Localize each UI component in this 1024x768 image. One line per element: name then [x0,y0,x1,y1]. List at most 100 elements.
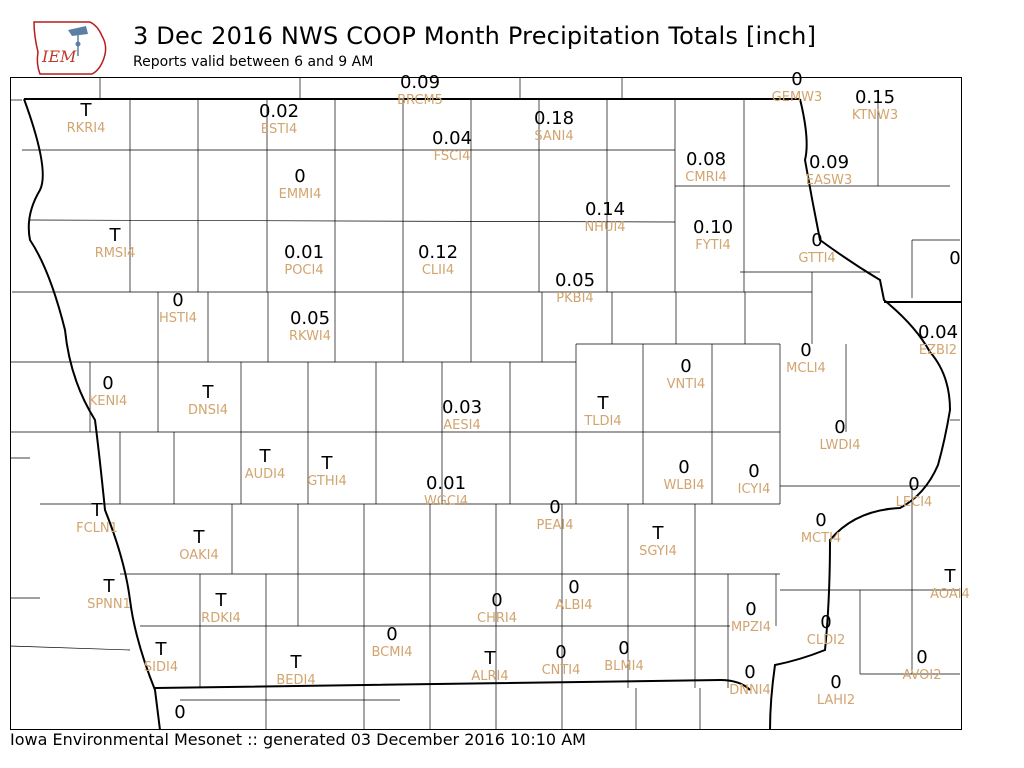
precip-value: 0 [102,373,113,394]
precip-value: T [91,500,104,521]
precip-value: 0.01 [426,473,466,494]
precip-value: 0.05 [290,308,330,329]
precip-value: 0.09 [400,72,440,93]
precip-value: 0 [549,497,560,518]
station-id: CNTI4 [542,663,581,678]
station-id: RKWI4 [289,329,331,344]
precip-value: T [597,393,610,414]
precip-value: 0 [748,461,759,482]
precip-value: T [944,566,957,587]
station-id: OAKI4 [179,548,219,563]
station-id: RDKI4 [201,611,241,626]
station-id: BRCM5 [397,93,443,108]
precip-value: 0 [568,577,579,598]
precip-value: T [215,590,228,611]
precip-value: 0.04 [918,322,958,343]
station-id: RKRI4 [67,121,106,136]
map-subtitle: Reports valid between 6 and 9 AM [133,54,374,70]
precip-value: 0.01 [284,242,324,263]
station-id: AUDI4 [245,467,286,482]
precip-value: T [193,527,206,548]
station-id: ALBI4 [555,598,592,613]
station-id: KTNW3 [852,108,898,123]
station-id: BCMI4 [371,645,412,660]
precip-value: 0 [800,340,811,361]
station-id: LWDI4 [819,438,860,453]
precip-value: 0 [949,248,960,269]
iem-logo: IEM [33,21,107,75]
station-id: AVOI2 [902,668,941,683]
precip-value: 0.04 [432,128,472,149]
precip-value: 0 [820,612,831,633]
map-footer: Iowa Environmental Mesonet :: generated … [10,730,586,749]
station-id: SANI4 [534,129,573,144]
station-id: EASW3 [806,173,852,188]
precip-value: 0.03 [442,397,482,418]
precip-value: T [484,648,497,669]
precip-value: 0 [811,230,822,251]
precip-value: 0 [678,457,689,478]
precip-value: 0 [491,590,502,611]
precip-value: 0 [834,417,845,438]
station-id: ESTI4 [261,122,298,137]
precip-value: 0.14 [585,199,625,220]
precip-value: 0 [386,624,397,645]
precip-value: 0.12 [418,242,458,263]
station-id: TLDI4 [583,414,621,429]
precip-value: T [155,639,168,660]
precip-value: 0.10 [693,217,733,238]
station-id: CLDI2 [807,633,845,648]
precip-value: 0 [830,672,841,693]
station-id: ALRI4 [471,669,508,684]
station-id: CMRI4 [685,170,726,185]
precip-value: 0 [916,647,927,668]
precip-value: T [259,446,272,467]
precip-value: 0 [618,638,629,659]
station-id: LAHI2 [817,693,855,708]
precip-value: T [109,225,122,246]
precip-value: 0 [745,599,756,620]
station-id: DNNI4 [729,683,771,698]
map-title: 3 Dec 2016 NWS COOP Month Precipitation … [133,22,817,50]
station-id: WLBI4 [663,478,704,493]
precip-value: 0.02 [259,101,299,122]
precip-value: 0 [791,69,802,90]
precip-value: 0 [908,474,919,495]
precip-value: 0.18 [534,108,574,129]
station-id: FYTI4 [695,238,730,253]
station-id: AOAI4 [930,587,970,602]
precip-value: T [652,523,665,544]
station-id: PEAI4 [536,518,573,533]
station-plot: 0 [949,248,960,269]
